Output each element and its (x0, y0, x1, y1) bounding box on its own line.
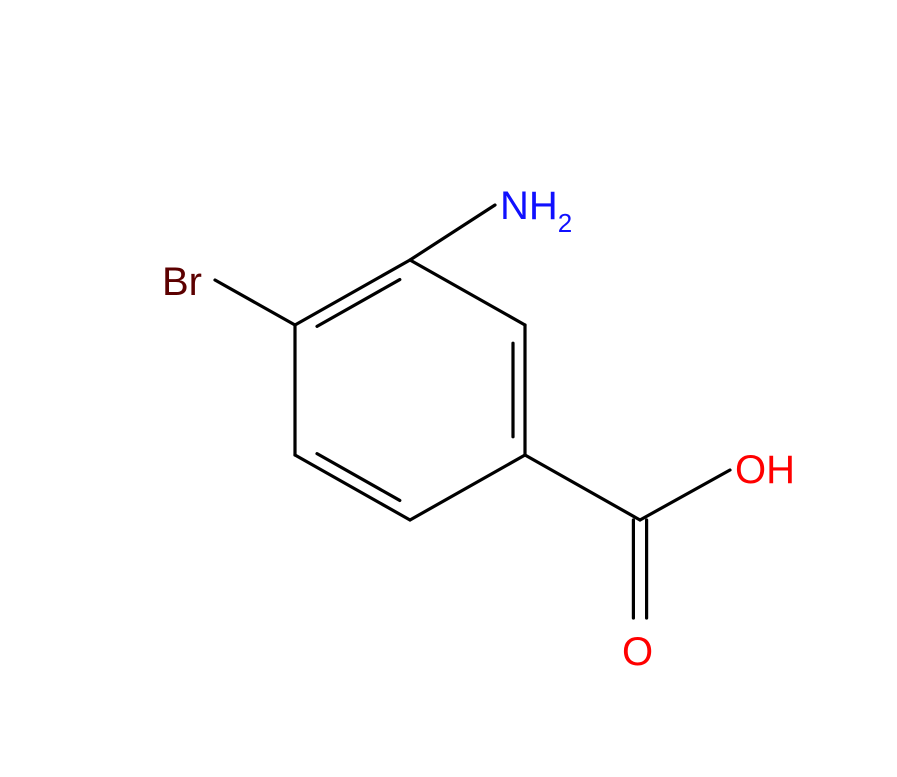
atom-label-oxo: O (622, 632, 653, 672)
chemical-structure-canvas: NH2 Br OH O (0, 0, 897, 777)
atom-label-bromo: Br (162, 262, 202, 302)
bonds-layer (0, 0, 897, 777)
atom-NH2-sub: 2 (558, 208, 572, 238)
atom-label-hydroxyl: OH (735, 450, 795, 490)
atom-Br: Br (162, 260, 202, 304)
atom-NH: NH (500, 184, 558, 228)
atom-OH: OH (735, 448, 795, 492)
atom-O: O (622, 630, 653, 674)
atom-label-amino: NH2 (500, 186, 572, 232)
